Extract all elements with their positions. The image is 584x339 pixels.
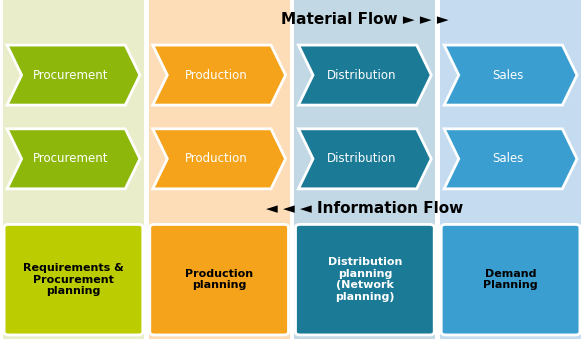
Text: Material Flow ► ► ►: Material Flow ► ► ►	[281, 12, 449, 27]
FancyBboxPatch shape	[442, 224, 580, 335]
Text: Distribution: Distribution	[327, 68, 397, 82]
FancyBboxPatch shape	[296, 224, 434, 335]
Text: Procurement: Procurement	[33, 68, 108, 82]
Text: Production
planning: Production planning	[185, 269, 253, 291]
FancyBboxPatch shape	[3, 0, 144, 339]
Polygon shape	[153, 129, 286, 189]
Text: Requirements &
Procurement
planning: Requirements & Procurement planning	[23, 263, 124, 296]
Text: Distribution
planning
(Network
planning): Distribution planning (Network planning)	[328, 257, 402, 302]
Polygon shape	[7, 45, 140, 105]
Text: Distribution: Distribution	[327, 152, 397, 165]
Polygon shape	[444, 45, 577, 105]
Text: Demand
Planning: Demand Planning	[483, 269, 538, 291]
FancyBboxPatch shape	[294, 0, 435, 339]
Polygon shape	[298, 45, 431, 105]
Text: Sales: Sales	[492, 152, 523, 165]
Text: Production: Production	[185, 152, 248, 165]
Text: ◄ ◄ ◄ Information Flow: ◄ ◄ ◄ Information Flow	[266, 201, 464, 216]
Text: Production: Production	[185, 68, 248, 82]
Text: Sales: Sales	[492, 68, 523, 82]
Polygon shape	[298, 129, 431, 189]
Polygon shape	[153, 45, 286, 105]
FancyBboxPatch shape	[440, 0, 581, 339]
Polygon shape	[444, 129, 577, 189]
FancyBboxPatch shape	[148, 0, 290, 339]
FancyBboxPatch shape	[4, 224, 142, 335]
Polygon shape	[7, 129, 140, 189]
Text: Procurement: Procurement	[33, 152, 108, 165]
FancyBboxPatch shape	[150, 224, 288, 335]
